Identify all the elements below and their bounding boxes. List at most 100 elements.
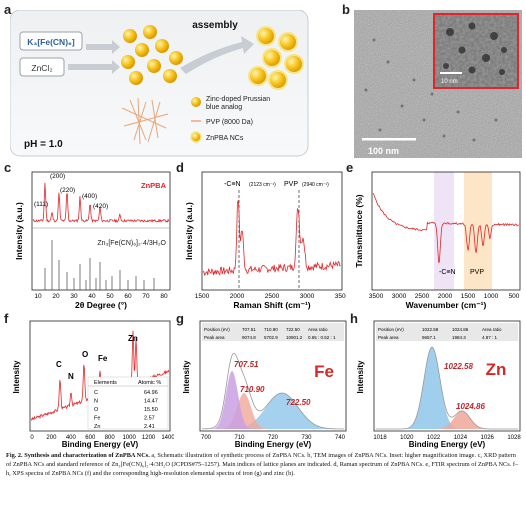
x-tick-label: 740 (335, 435, 346, 441)
zn-table-cell: Area ratio (482, 327, 502, 332)
x-tick-label: 10 (34, 293, 42, 300)
zn-table-cell: 4.87 : 1 (482, 335, 498, 340)
panel-h-zn: Position (eV) 1022.58 1024.86 Area ratio Pea… (356, 320, 521, 449)
x-tick-label: 60 (124, 293, 132, 300)
x-tick-label: 720 (268, 435, 279, 441)
xrd-sample-label: ZnPBA (141, 181, 167, 190)
fe-table-cell: Peak area (204, 335, 225, 340)
zn-x-label: Binding Energy (eV) (409, 440, 486, 449)
xrd-reference-label: Zn₃[Fe(CN)₆]₂·4/3H₂O (97, 240, 166, 247)
panel-b-tem: 10 nm 100 nm (354, 10, 522, 158)
pvp-coated-ncs (248, 26, 304, 90)
zn-element-label: Zn (486, 360, 507, 379)
ftir-cn-label: -C≡N (439, 269, 456, 276)
legend-ncs: ZnPBA NCs (206, 135, 244, 142)
zn-table-cell: 1022.58 (422, 327, 439, 332)
zn-table-cell: 1024.86 (452, 327, 469, 332)
assembly-label: assembly (192, 20, 238, 31)
zn-table-cell: Position (eV) (378, 327, 404, 332)
table-cell-atomic: 2.41 (144, 424, 155, 430)
panel-c-xrd: ZnPBA Zn₃[Fe(CN)₆]₂·4/3H₂O (200) (220) (… (14, 171, 171, 310)
panel-e-ftir: -C≡N PVP 3500 3000 2500 2000 1500 1000 500 Wav… (354, 171, 521, 310)
panel-a-label: a (4, 2, 12, 17)
panel-a-schematic: K₃[Fe(CN)₆] ZnCl₂ assembly Zinc-doped Pr… (10, 10, 309, 157)
raman-cn-position: (2123 cm⁻¹) (249, 182, 276, 188)
x-tick-label: 2000 (438, 293, 453, 300)
peak-c: C (56, 360, 62, 369)
raman-y-label: Intensity (a.u.) (184, 202, 194, 260)
zn-table-cell: 9657.1 (422, 335, 436, 340)
legend-ball-icon (191, 97, 201, 107)
assembly-arrow (180, 36, 254, 74)
peak-n: N (68, 372, 74, 381)
xrd-reference-sticks (44, 240, 155, 290)
legend-zpba-line2: blue analog (206, 104, 242, 111)
fe-x-label: Binding Energy (eV) (235, 440, 312, 449)
fe-envelope (202, 352, 344, 430)
x-tick-label: 3000 (392, 293, 407, 300)
panel-d-label: d (176, 160, 184, 175)
peak-o: O (82, 350, 88, 359)
zpba-particles-cluster (121, 25, 183, 85)
caption-figure-number: Fig. 2. (6, 452, 23, 459)
x-tick-label: 1026 (481, 435, 495, 441)
fe-table-cell: Position (eV) (204, 327, 230, 332)
tem-nanoparticles (364, 38, 498, 142)
cn-band-region (434, 172, 454, 290)
arrow-1 (86, 40, 120, 54)
x-tick-label: 800 (105, 435, 116, 441)
figure-caption: Fig. 2. Synthesis and characterization o… (6, 451, 520, 478)
xrd-x-label: 2θ Degree (°) (75, 300, 127, 310)
panel-h-label: h (350, 311, 358, 326)
panel-c-label: c (4, 160, 12, 175)
x-tick-label: 3000 (300, 293, 315, 300)
x-tick-label: 1028 (507, 435, 521, 441)
x-tick-label: 40 (88, 293, 96, 300)
x-tick-label: 600 (85, 435, 96, 441)
legend-nc-icon (190, 131, 202, 143)
xrd-x-ticks: 10 20 30 40 50 60 70 80 (34, 293, 168, 300)
panel-g-fe: Position (eV) 707.51 710.90 722.50 Area rati… (182, 320, 347, 449)
x-tick-label: 2000 (230, 293, 245, 300)
x-tick-label: 1000 (484, 293, 499, 300)
fe-table-cell: 707.51 (242, 327, 256, 332)
peak-111: (111) (34, 201, 48, 208)
xps-survey-x-label: Binding Energy (eV) (62, 440, 139, 449)
table-header-elements: Elements (94, 380, 117, 386)
raman-curve (202, 200, 341, 276)
zn-table: Position (eV) 1022.58 1024.86 Area ratio Pea… (376, 323, 518, 341)
raman-cn-label: -C≡N (224, 181, 241, 188)
zn-envelope (376, 346, 518, 430)
raman-pvp-position: (2940 cm⁻¹) (302, 182, 329, 188)
panel-b-label: b (342, 2, 350, 17)
panel-f-xps-survey: Zn C N O Fe Elements Atomic % C 64.96 N 14.… (12, 320, 174, 449)
x-tick-label: 70 (142, 293, 150, 300)
zn-table-cell: Peak area (378, 335, 399, 340)
reagent-zncl2: ZnCl₂ (31, 63, 52, 73)
pvp-strands (121, 97, 169, 145)
fe-table-cell: 10901.2 (286, 335, 303, 340)
fe-y-label: Intensity (182, 360, 191, 393)
table-cell-atomic: 15.50 (144, 407, 158, 413)
ftir-y-label: Transmittance (%) (354, 194, 364, 267)
ftir-x-label: Wavenumber (cm⁻¹) (406, 300, 487, 310)
zn-label-1022: 1022.58 (444, 362, 473, 371)
peak-400: (400) (82, 193, 97, 200)
x-tick-label: 30 (70, 293, 78, 300)
x-tick-label: 1020 (400, 435, 414, 441)
table-header-atomic: Atomic % (138, 380, 161, 386)
x-tick-label: 730 (301, 435, 312, 441)
zn-label-1024: 1024.86 (456, 402, 485, 411)
fe-table: Position (eV) 707.51 710.90 722.50 Area rati… (202, 323, 344, 341)
x-tick-label: 1500 (461, 293, 476, 300)
x-tick-label: 700 (201, 435, 212, 441)
x-tick-label: 500 (509, 293, 520, 300)
inset-scale-label: 10 nm (441, 79, 458, 85)
x-tick-label: 1018 (373, 435, 387, 441)
panel-f-label: f (4, 311, 9, 326)
xps-survey-y-label: Intensity (12, 360, 21, 393)
x-tick-label: 50 (106, 293, 114, 300)
table-cell-atomic: 64.96 (144, 390, 158, 396)
table-cell-element: C (94, 390, 98, 396)
fe-element-label: Fe (314, 362, 334, 381)
